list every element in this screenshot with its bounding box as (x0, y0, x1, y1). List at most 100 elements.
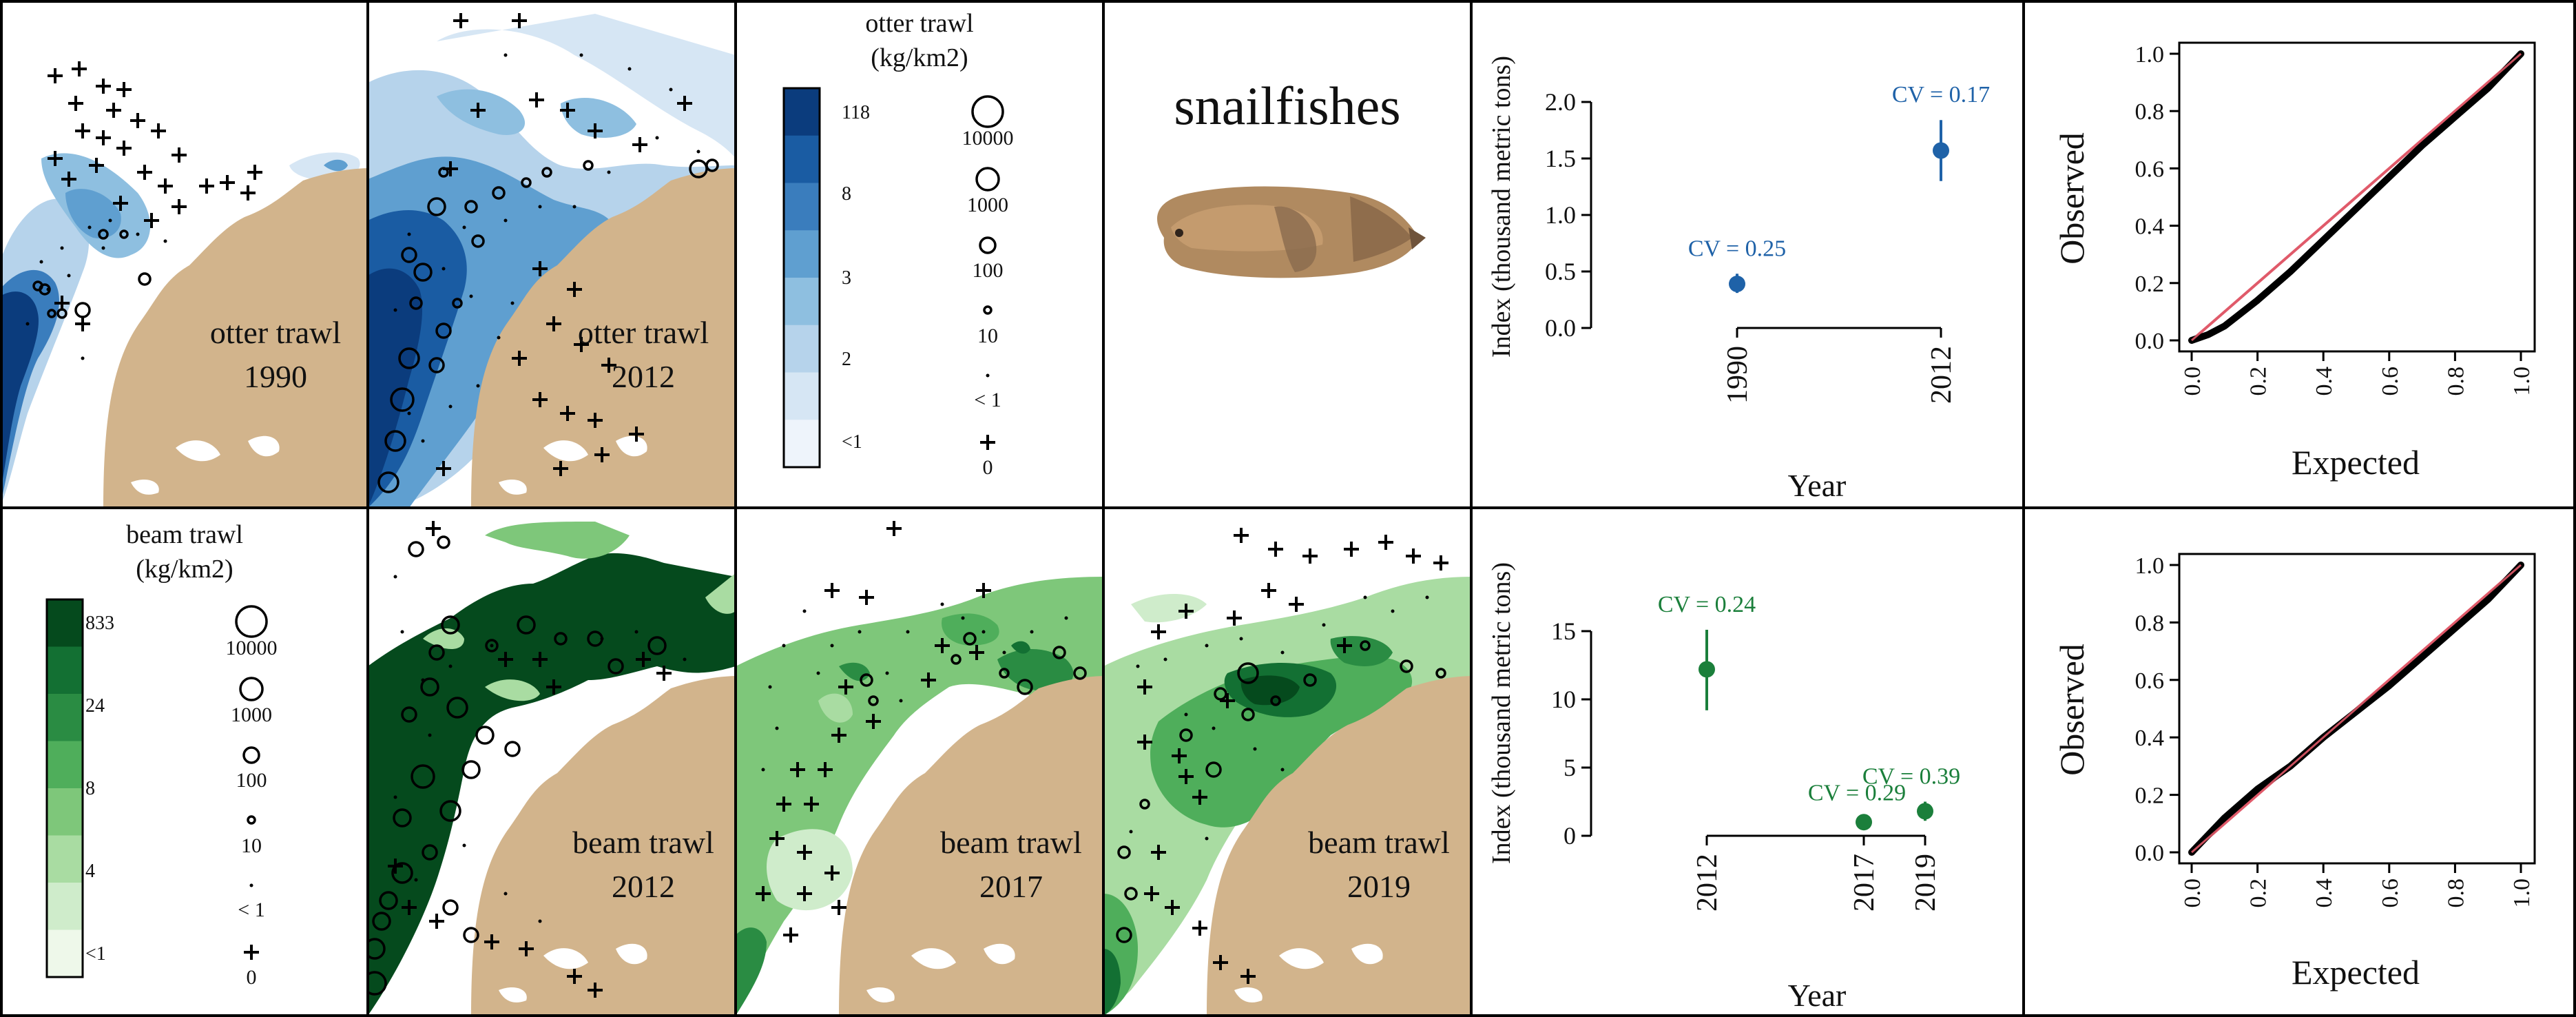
island (248, 435, 280, 457)
zero-catch-cross (1227, 610, 1242, 626)
otter-break-1: 8 (842, 183, 851, 205)
zero-catch-cross (532, 261, 548, 276)
otter-qq-ylabel: Observed (2053, 132, 2091, 265)
y-tick-label: 15 (1551, 617, 1576, 645)
map-year-beam-2019: 2019 (1347, 869, 1411, 904)
x-tick-label: 0.4 (2312, 367, 2337, 396)
zero-catch-cross (1178, 769, 1194, 784)
catch-circle (420, 677, 439, 697)
catch-dot (81, 356, 85, 360)
catch-circle (463, 927, 479, 943)
catch-dot (476, 384, 480, 388)
beam-break-2: 8 (85, 778, 95, 799)
zero-catch-cross (116, 141, 132, 156)
size-legend-dot (249, 883, 253, 887)
catch-dot (414, 878, 418, 882)
size-legend-dot (986, 373, 990, 378)
x-tick-label: 0.6 (2378, 367, 2403, 396)
index-point (1917, 803, 1933, 820)
catch-circle (368, 938, 386, 960)
catch-circle (471, 234, 485, 248)
zero-catch-cross (48, 151, 63, 166)
catch-dot (1363, 595, 1367, 599)
catch-dot (407, 232, 411, 236)
x-tick-label: 1990 (1722, 346, 1754, 404)
catch-dot (1002, 650, 1006, 655)
catch-circle (1435, 668, 1446, 679)
catch-dot (981, 630, 986, 634)
land-mass (103, 168, 368, 508)
island (176, 440, 220, 462)
index-point (1729, 276, 1745, 293)
otter-break-2: 3 (842, 267, 851, 289)
catch-dot (136, 232, 140, 236)
catch-dot (906, 630, 910, 634)
zero-catch-cross (546, 679, 561, 695)
catch-dot (108, 218, 112, 223)
zero-catch-cross (838, 679, 853, 695)
color-bar-frame (45, 598, 84, 978)
catch-circle (504, 741, 521, 757)
zero-catch-cross (158, 178, 173, 194)
otter-index-ylabel: Index (thousand metric tons) (1487, 56, 1516, 358)
catch-dot (940, 602, 944, 606)
beam-size-1: 1000 (231, 703, 272, 726)
size-legend-circle (235, 605, 268, 638)
size-legend-circle (983, 305, 993, 315)
map-year-otter-1990: 1990 (244, 359, 307, 394)
zero-catch-cross (567, 969, 582, 984)
zero-catch-cross (1192, 790, 1207, 805)
zero-catch-cross (804, 797, 819, 812)
zero-catch-cross (935, 638, 950, 653)
catch-circle (437, 535, 450, 549)
catch-circle (607, 658, 624, 675)
y-tick-label: 1.0 (1545, 201, 1576, 229)
island (543, 440, 588, 462)
catch-dot (510, 301, 515, 305)
reference-line-top (2191, 52, 2522, 342)
zero-catch-cross (588, 123, 603, 138)
size-legend-circle (247, 815, 256, 825)
catch-dot (503, 892, 508, 896)
catch-circle (372, 912, 391, 931)
zero-catch-cross (1261, 583, 1276, 598)
beam-size-0: 10000 (226, 637, 278, 659)
y-tick-label: 10 (1551, 686, 1576, 713)
zero-catch-cross (498, 652, 513, 667)
catch-dot (538, 919, 542, 923)
zero-catch-cross (1151, 845, 1166, 860)
catch-dot (1205, 836, 1209, 841)
density-band (1131, 594, 1207, 623)
otter-size-1: 1000 (967, 194, 1008, 216)
x-tick-label: 0.4 (2312, 879, 2337, 908)
density-band (1011, 641, 1030, 654)
x-tick-label: 0.2 (2246, 367, 2272, 396)
catch-dot (1322, 623, 1326, 627)
index-point (1699, 661, 1715, 678)
catch-dot (101, 246, 105, 250)
zero-catch-cross (436, 461, 451, 476)
catch-dot (538, 205, 542, 209)
catch-dot (683, 657, 687, 661)
catch-circle (492, 186, 506, 200)
zero-catch-cross (824, 865, 840, 881)
density-band (736, 927, 767, 1016)
density-band (437, 14, 736, 158)
catch-dot (393, 795, 397, 799)
catch-dot (802, 609, 807, 613)
catch-circle (401, 247, 417, 263)
catch-dot (775, 726, 779, 730)
catch-dot (60, 246, 64, 250)
y-tick-label: 0.4 (2135, 214, 2165, 240)
y-tick-label: 0.2 (2135, 783, 2165, 809)
map-label-beam-2017: beam trawl (940, 825, 1082, 860)
beam-map-2012 (368, 521, 736, 1016)
land (1207, 676, 1471, 1016)
catch-circle (705, 158, 719, 172)
zero-catch-cross (756, 886, 771, 901)
catch-dot (1425, 595, 1429, 599)
catch-dot (448, 664, 453, 668)
color-bar-band (784, 278, 820, 326)
y-tick-label: 1.0 (2135, 42, 2165, 68)
